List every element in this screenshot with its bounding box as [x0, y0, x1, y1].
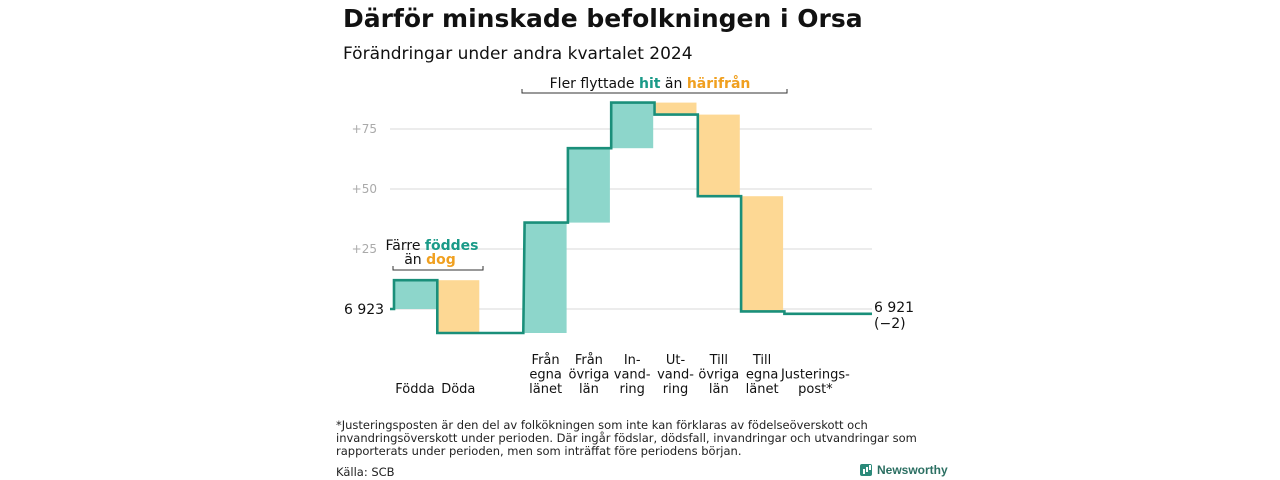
category-label: län — [709, 382, 729, 397]
category-label: övriga — [568, 368, 609, 383]
brand-name: Newsworthy — [877, 463, 948, 477]
category-label: vand- — [657, 368, 694, 383]
chart-subtitle: Förändringar under andra kvartalet 2024 — [343, 44, 693, 64]
footnote: *Justeringsposten är den del av folkökni… — [336, 418, 917, 458]
y-tick-label: +25 — [352, 242, 377, 256]
chart-title: Därför minskade befolkningen i Orsa — [343, 4, 863, 33]
waterfall-bar — [654, 102, 697, 115]
waterfall-bar — [524, 222, 567, 333]
y-tick-label: +75 — [352, 122, 377, 136]
category-label: län — [579, 382, 599, 397]
category-label: Ut- — [666, 353, 686, 368]
waterfall-bar — [697, 114, 740, 197]
waterfall-bar — [611, 102, 654, 149]
category-label: länet — [529, 382, 562, 397]
category-label: Från — [575, 353, 603, 368]
waterfall-bar — [741, 196, 784, 312]
category-label: ring — [619, 382, 644, 397]
category-label: Döda — [441, 382, 475, 397]
category-label: Från — [532, 353, 560, 368]
category-label: vand- — [614, 368, 651, 383]
category-label: ring — [663, 382, 688, 397]
births-annotation-line1: Färre föddes — [386, 238, 479, 254]
migration-bracket — [521, 89, 788, 94]
category-label: egna — [746, 368, 778, 383]
waterfall-chart: +25+50+756 923 6 921(−2)Födda DödaFrånegna… — [344, 75, 914, 397]
births-bracket — [392, 266, 484, 271]
category-label: Födda — [395, 382, 434, 397]
cumulative-step-line — [390, 101, 872, 335]
category-label: Till — [709, 353, 728, 368]
category-label: Till — [752, 353, 771, 368]
end-change-label: (−2) — [874, 316, 906, 332]
y-tick-label: +50 — [352, 182, 377, 196]
end-value-label: 6 921 — [874, 300, 914, 316]
start-value-label: 6 923 — [344, 302, 384, 318]
category-label: In- — [624, 353, 641, 368]
migration-annotation: Fler flyttade hit än härifrån — [550, 75, 751, 92]
category-label: post* — [798, 382, 833, 397]
brand-logo: Newsworthy — [860, 463, 948, 477]
category-label: övriga — [698, 368, 739, 383]
waterfall-bar — [437, 280, 480, 333]
source-text: Källa: SCB — [336, 465, 395, 479]
category-label: egna — [529, 368, 561, 383]
waterfall-bar — [394, 280, 436, 309]
category-label: länet — [746, 382, 779, 397]
newsworthy-icon — [860, 464, 872, 476]
waterfall-bar — [567, 148, 610, 223]
births-annotation-line2: än dog — [404, 252, 456, 268]
category-label: Justerings- — [780, 368, 850, 383]
